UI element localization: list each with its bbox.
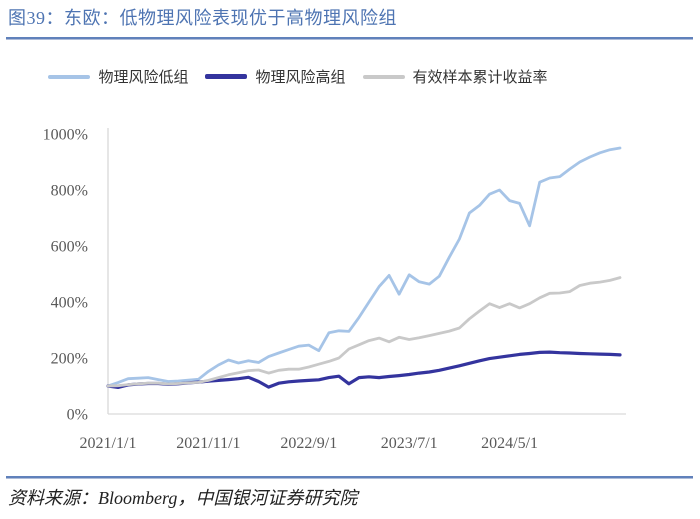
chart-legend: 物理风险低组 物理风险高组 有效样本累计收益率 — [0, 66, 648, 87]
y-tick-label: 600% — [51, 239, 88, 256]
chart-svg: 0% 200% 400% 600% 800% 1000% 2021/1/1 2021/11/1… — [43, 127, 626, 452]
figure-title: 图39：东欧：低物理风险表现优于高物理风险组 — [8, 8, 397, 28]
series-line-benchmark — [106, 276, 622, 388]
series-line-low — [106, 146, 622, 388]
y-tick-label: 200% — [51, 351, 88, 368]
x-tick-label: 2022/9/1 — [280, 435, 337, 452]
legend-label-benchmark: 有效样本累计收益率 — [412, 70, 548, 86]
source-text: 资料来源：Bloomberg，中国银河证券研究院 — [8, 488, 358, 508]
legend-item-high: 物理风险高组 — [205, 66, 346, 87]
y-tick-label: 800% — [51, 183, 88, 200]
x-tick-label: 2023/7/1 — [381, 435, 438, 452]
legend-line-swatch-benchmark — [362, 74, 405, 79]
legend-line-swatch-high — [205, 74, 248, 79]
y-tick-label: 0% — [67, 407, 88, 424]
title-divider — [6, 37, 693, 40]
legend-label-high: 物理风险高组 — [255, 70, 346, 86]
x-tick-label: 2024/5/1 — [481, 435, 538, 452]
legend-item-low: 物理风险低组 — [48, 66, 188, 87]
legend-line-swatch-low — [48, 74, 91, 79]
y-tick-label: 400% — [51, 295, 88, 312]
footer-divider — [6, 476, 693, 479]
x-tick-label: 2021/11/1 — [176, 435, 240, 452]
legend-label-low: 物理风险低组 — [98, 70, 189, 86]
x-tick-label: 2021/1/1 — [80, 435, 137, 452]
legend-item-benchmark: 有效样本累计收益率 — [362, 66, 548, 87]
y-tick-label: 1000% — [43, 127, 88, 144]
